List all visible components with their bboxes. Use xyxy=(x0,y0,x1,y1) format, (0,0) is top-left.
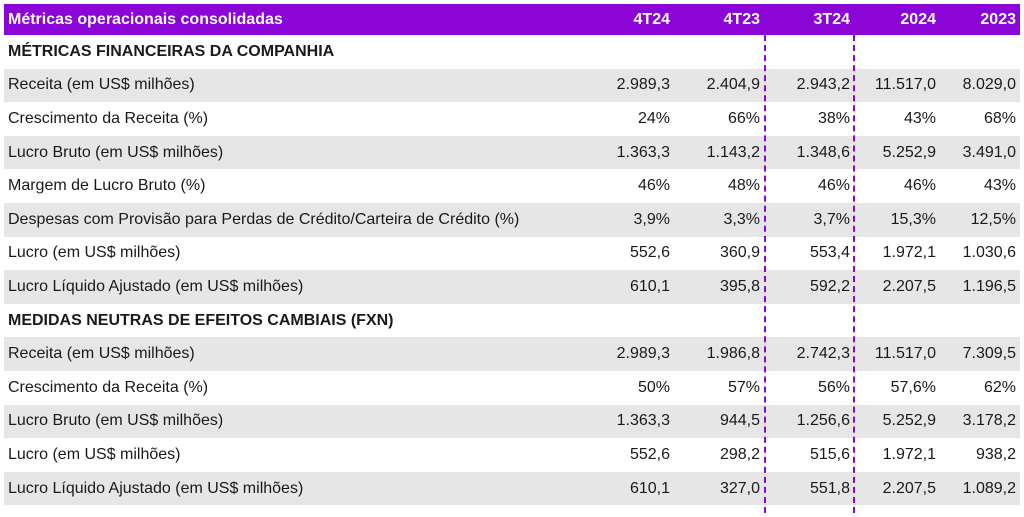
cell-value: 298,2 xyxy=(719,445,760,463)
table-row: Crescimento da Receita (%) 50% 57% 56% 5… xyxy=(4,370,1020,405)
row-label: Lucro (em US$ milhões) xyxy=(8,445,181,463)
cell-value: 57,6% xyxy=(890,378,936,396)
row-label: Crescimento da Receita (%) xyxy=(8,109,209,127)
row-label: Lucro Líquido Ajustado (em US$ milhões) xyxy=(8,277,304,295)
table-row: Lucro Líquido Ajustado (em US$ milhões) … xyxy=(4,471,1020,506)
cell-value: 1.363,3 xyxy=(616,143,670,161)
cell-value: 1.972,1 xyxy=(882,244,936,262)
column-divider-dashed xyxy=(853,35,855,513)
cell-value: 552,6 xyxy=(629,244,670,262)
cell-value: 5.252,9 xyxy=(882,143,936,161)
cell-value: 50% xyxy=(637,378,670,396)
cell-value: 5.252,9 xyxy=(882,412,936,430)
cell-value: 15,3% xyxy=(890,210,936,228)
cell-value: 68% xyxy=(983,109,1016,127)
table-title: Métricas operacionais consolidadas xyxy=(8,10,283,28)
cell-value: 1.256,6 xyxy=(796,412,850,430)
cell-value: 3,3% xyxy=(723,210,760,228)
column-divider-dashed xyxy=(764,35,766,513)
table-row: Lucro Bruto (em US$ milhões) 1.363,3 944… xyxy=(4,404,1020,439)
cell-value: 46% xyxy=(817,177,850,195)
cell-value: 48% xyxy=(727,177,760,195)
cell-value: 1.089,2 xyxy=(962,479,1016,497)
cell-value: 3,9% xyxy=(633,210,670,228)
cell-value: 3.178,2 xyxy=(962,412,1016,430)
cell-value: 8.029,0 xyxy=(962,76,1016,94)
cell-value: 515,6 xyxy=(809,445,850,463)
cell-value: 1.363,3 xyxy=(616,412,670,430)
table-row: Crescimento da Receita (%) 24% 66% 38% 4… xyxy=(4,102,1020,136)
cell-value: 38% xyxy=(817,109,850,127)
cell-value: 610,1 xyxy=(629,479,670,497)
row-label: Receita (em US$ milhões) xyxy=(8,345,195,363)
cell-value: 1.972,1 xyxy=(882,445,936,463)
row-label: Despesas com Provisão para Perdas de Cré… xyxy=(8,210,520,228)
cell-value: 553,4 xyxy=(809,244,850,262)
table-row: Receita (em US$ milhões) 2.989,3 1.986,8… xyxy=(4,337,1020,371)
cell-value: 1.986,8 xyxy=(706,345,760,363)
section-heading: MÉTRICAS FINANCEIRAS DA COMPANHIA xyxy=(4,35,1020,69)
cell-value: 3.491,0 xyxy=(962,143,1016,161)
cell-value: 552,6 xyxy=(629,445,670,463)
cell-value: 62% xyxy=(983,378,1016,396)
cell-value: 1.030,6 xyxy=(962,244,1016,262)
row-label: Crescimento da Receita (%) xyxy=(8,378,209,396)
table-row: Lucro (em US$ milhões) 552,6 298,2 515,6… xyxy=(4,438,1020,472)
cell-value: 2.989,3 xyxy=(616,76,670,94)
cell-value: 551,8 xyxy=(809,479,850,497)
cell-value: 2.989,3 xyxy=(616,345,670,363)
cell-value: 327,0 xyxy=(719,479,760,497)
table-row: Lucro Bruto (em US$ milhões) 1.363,3 1.1… xyxy=(4,135,1020,170)
table-row: Margem de Lucro Bruto (%) 46% 48% 46% 46… xyxy=(4,169,1020,203)
cell-value: 944,5 xyxy=(719,412,760,430)
section-title: MEDIDAS NEUTRAS DE EFEITOS CAMBIAIS (FXN… xyxy=(8,311,394,329)
cell-value: 3,7% xyxy=(813,210,850,228)
cell-value: 57% xyxy=(727,378,760,396)
cell-value: 2.207,5 xyxy=(882,277,936,295)
row-label: Lucro Bruto (em US$ milhões) xyxy=(8,143,224,161)
cell-value: 46% xyxy=(637,177,670,195)
cell-value: 11.517,0 xyxy=(874,345,936,363)
row-label: Lucro (em US$ milhões) xyxy=(8,244,181,262)
cell-value: 592,2 xyxy=(809,277,850,295)
cell-value: 2.943,2 xyxy=(796,76,850,94)
cell-value: 12,5% xyxy=(970,210,1016,228)
cell-value: 24% xyxy=(637,109,670,127)
table-row: Receita (em US$ milhões) 2.989,3 2.404,9… xyxy=(4,68,1020,103)
cell-value: 56% xyxy=(817,378,850,396)
cell-value: 2.404,9 xyxy=(706,76,760,94)
row-label: Receita (em US$ milhões) xyxy=(8,76,195,94)
section-title: MÉTRICAS FINANCEIRAS DA COMPANHIA xyxy=(8,42,335,60)
cell-value: 43% xyxy=(903,109,936,127)
row-label: Lucro Líquido Ajustado (em US$ milhões) xyxy=(8,479,304,497)
col-header-3t24: 3T24 xyxy=(813,10,850,28)
cell-value: 610,1 xyxy=(629,277,670,295)
col-header-2024: 2024 xyxy=(900,10,936,28)
metrics-table: Métricas operacionais consolidadas 4T24 … xyxy=(4,4,1020,506)
table-row: Lucro Líquido Ajustado (em US$ milhões) … xyxy=(4,270,1020,304)
section-heading: MEDIDAS NEUTRAS DE EFEITOS CAMBIAIS (FXN… xyxy=(4,303,1020,338)
row-label: Margem de Lucro Bruto (%) xyxy=(8,177,206,195)
table-row: Despesas com Provisão para Perdas de Cré… xyxy=(4,202,1020,237)
cell-value: 1.348,6 xyxy=(796,143,850,161)
cell-value: 2.742,3 xyxy=(796,345,850,363)
row-label: Lucro Bruto (em US$ milhões) xyxy=(8,412,224,430)
cell-value: 46% xyxy=(903,177,936,195)
cell-value: 1.196,5 xyxy=(962,277,1016,295)
col-header-2023: 2023 xyxy=(980,10,1016,28)
table-row: Lucro (em US$ milhões) 552,6 360,9 553,4… xyxy=(4,236,1020,271)
cell-value: 938,2 xyxy=(975,445,1016,463)
cell-value: 7.309,5 xyxy=(962,345,1016,363)
cell-value: 1.143,2 xyxy=(706,143,760,161)
cell-value: 360,9 xyxy=(719,244,760,262)
cell-value: 43% xyxy=(983,177,1016,195)
cell-value: 395,8 xyxy=(719,277,760,295)
cell-value: 11.517,0 xyxy=(874,76,936,94)
col-header-4t23: 4T23 xyxy=(723,10,760,28)
cell-value: 66% xyxy=(727,109,760,127)
cell-value: 2.207,5 xyxy=(882,479,936,497)
table-header: Métricas operacionais consolidadas 4T24 … xyxy=(4,4,1020,35)
col-header-4t24: 4T24 xyxy=(633,10,670,28)
